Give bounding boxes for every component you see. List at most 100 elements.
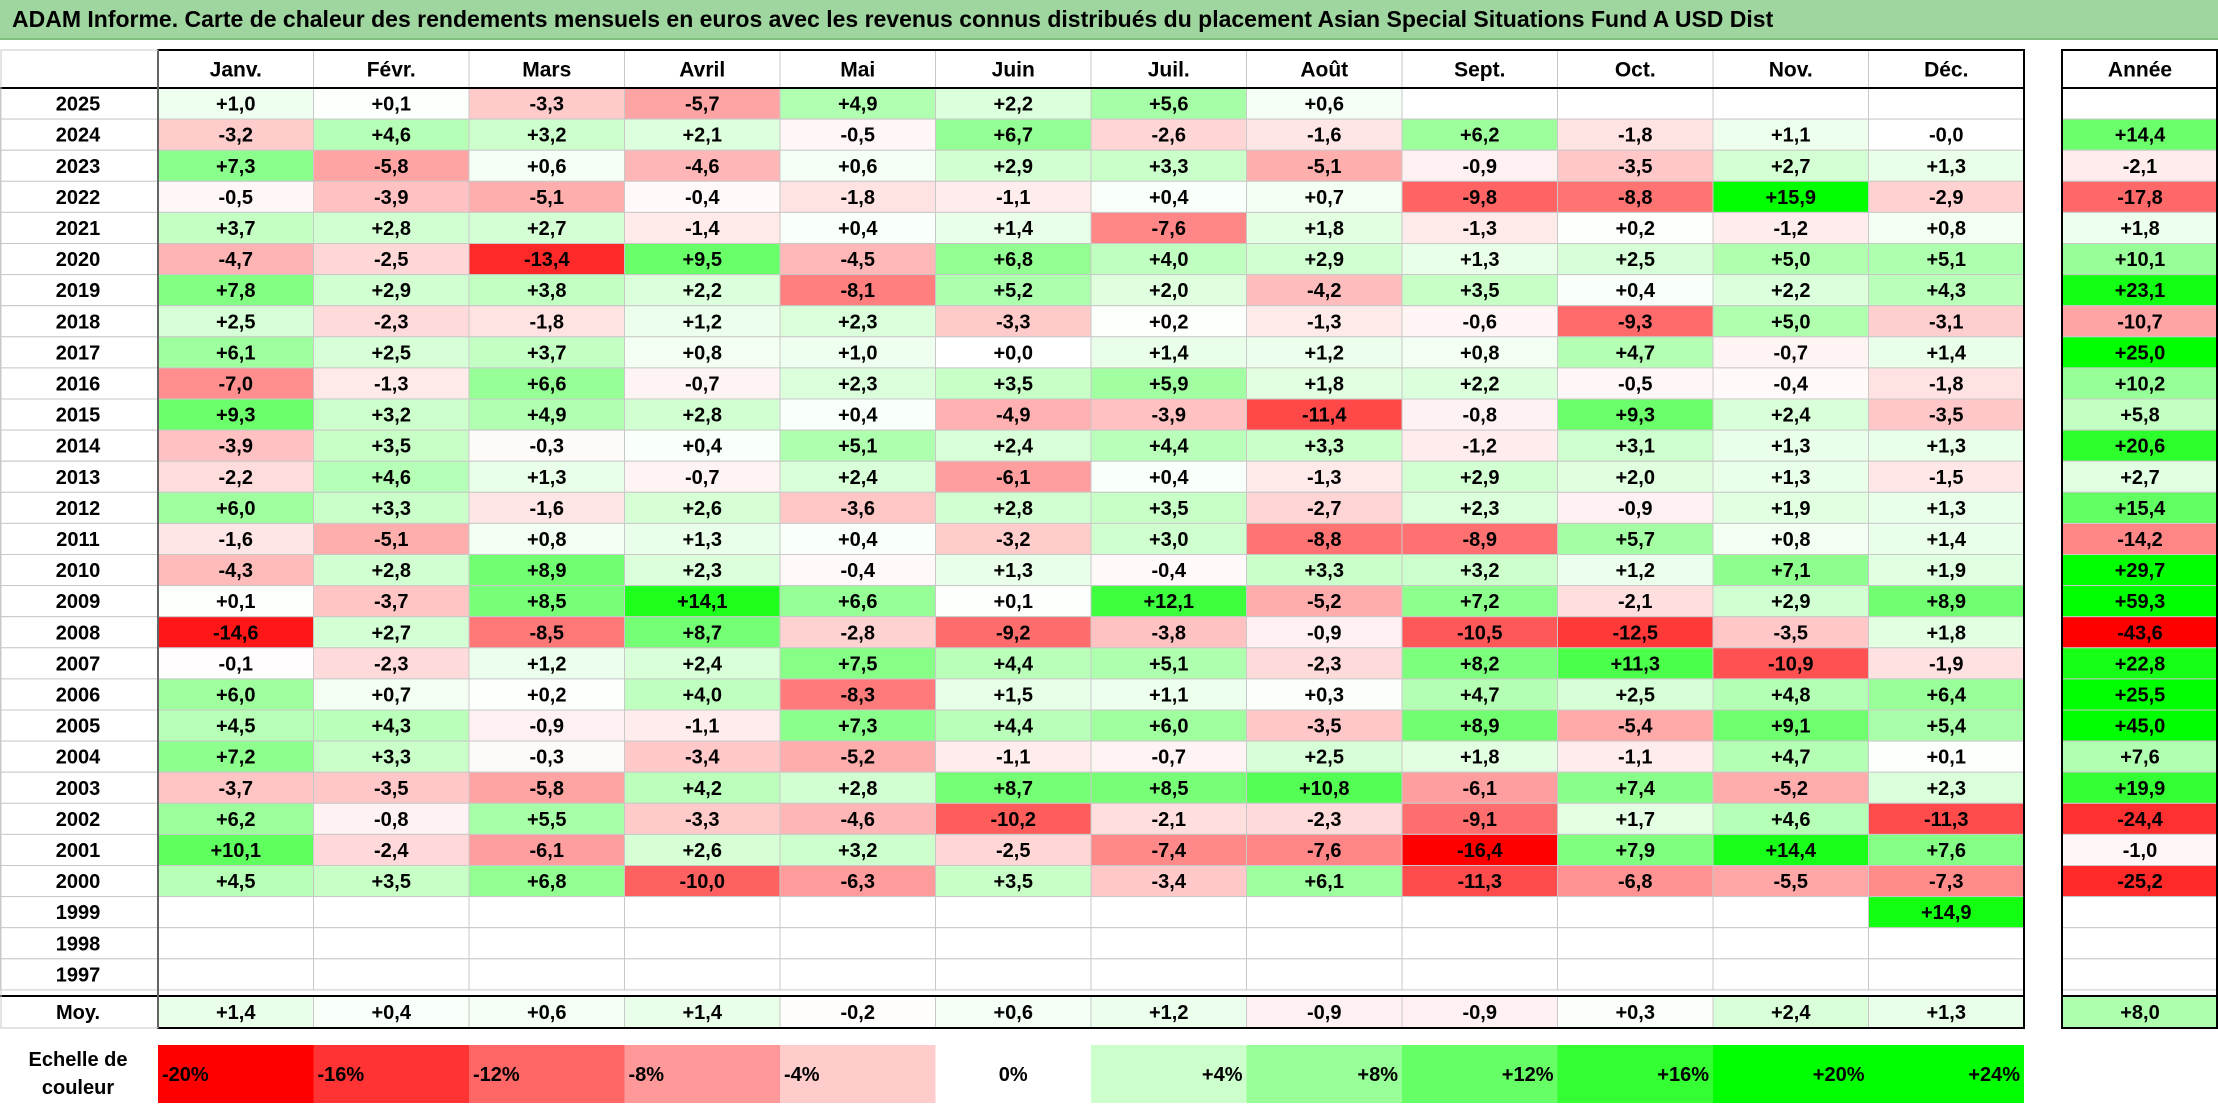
cell-value: -0,5 [1618, 373, 1652, 395]
heatmap-cell [624, 367, 781, 400]
heatmap-cell [1246, 958, 1403, 991]
cell-value: +5,7 [1616, 529, 1655, 551]
cell-value: -3,7 [374, 591, 408, 613]
year-label-cell [0, 585, 159, 618]
cell-value: +5,1 [1149, 653, 1188, 675]
heatmap-cell [935, 958, 1092, 991]
cell-value: +9,1 [1771, 716, 1810, 738]
cell-value: +0,2 [1149, 311, 1188, 333]
cell-value: +2,6 [683, 840, 722, 862]
scale-label-value: -16% [318, 1064, 365, 1086]
heatmap-cell [1712, 927, 1869, 960]
heatmap-cell [1090, 522, 1247, 556]
heatmap-cell [1868, 522, 2025, 556]
cell-value: -2,5 [996, 840, 1030, 862]
cell-value: +2,0 [1616, 467, 1655, 489]
heatmap-cell [1090, 305, 1247, 338]
heatmap-cell [1401, 336, 1558, 369]
month-header-label: Juin [992, 59, 1035, 82]
cell-value: -1,8 [1929, 373, 1963, 395]
heatmap-cell [313, 87, 470, 120]
year-label-cell [0, 274, 159, 307]
heatmap-cell [624, 460, 781, 493]
annual-value: -17,8 [2117, 187, 2163, 209]
cell-value: +0,7 [372, 684, 411, 706]
cell-value: +3,3 [372, 747, 411, 769]
cell-value: +3,8 [527, 280, 566, 302]
heatmap-cell [779, 274, 936, 307]
cell-value: +10,1 [210, 840, 261, 862]
cell-value: +2,8 [372, 560, 411, 582]
heatmap-cell [1868, 833, 2025, 867]
heatmap-cell [1712, 802, 1869, 835]
year-label-cell [0, 398, 159, 431]
heatmap-cell [1557, 740, 1714, 773]
cell-value: +14,9 [1921, 902, 1972, 924]
heatmap-cell [313, 927, 470, 960]
heatmap-cell [157, 367, 314, 400]
month-header-cell [935, 49, 1092, 89]
heatmap-cell [624, 585, 781, 618]
heatmap-cell [1246, 274, 1403, 307]
scale-swatch [1091, 1045, 1247, 1103]
heatmap-cell [468, 740, 625, 773]
heatmap-cell [779, 771, 936, 804]
cell-value: +14,1 [677, 591, 728, 613]
cell-value: +9,3 [216, 405, 255, 427]
heatmap-cell [1712, 305, 1869, 338]
cell-value: +8,5 [527, 591, 566, 613]
cell-value: +1,2 [1305, 342, 1344, 364]
cell-value: +2,3 [838, 311, 877, 333]
cell-value: -3,8 [1152, 622, 1186, 644]
year-label: 2003 [56, 778, 101, 800]
cell-value: +0,2 [527, 684, 566, 706]
cell-value: +4,3 [1927, 280, 1966, 302]
cell-value: +2,5 [216, 311, 255, 333]
heatmap-cell [157, 958, 314, 991]
annual-value: +25,5 [2115, 684, 2166, 706]
cell-value: -5,5 [1774, 871, 1808, 893]
cell-value: -2,5 [374, 249, 408, 271]
heatmap-cell [624, 211, 781, 244]
annual-cell [2061, 585, 2218, 618]
heatmap-cell [1401, 740, 1558, 773]
cell-value: +1,8 [1460, 747, 1499, 769]
year-label-cell [0, 367, 159, 400]
cell-value: -8,8 [1618, 187, 1652, 209]
cell-value: +1,2 [1616, 560, 1655, 582]
heatmap-cell [1868, 927, 2025, 960]
heatmap-cell [468, 833, 625, 867]
heatmap-cell [313, 274, 470, 307]
annual-cell [2061, 927, 2218, 960]
annual-cell [2061, 305, 2218, 338]
cell-value: -2,3 [374, 311, 408, 333]
cell-value: -1,6 [219, 529, 253, 551]
average-value: +0,3 [1616, 1002, 1655, 1024]
cell-value: +3,3 [1305, 560, 1344, 582]
cell-value: -0,8 [1463, 405, 1497, 427]
heatmap-cell [1868, 398, 2025, 431]
heatmap-cell [1557, 274, 1714, 307]
heatmap-cell [1712, 149, 1869, 182]
annual-value: -25,2 [2117, 871, 2163, 893]
heatmap-cell [1401, 87, 1558, 120]
heatmap-cell [468, 554, 625, 587]
scale-label-value: +4% [1202, 1064, 1243, 1086]
cell-value: +12,1 [1143, 591, 1194, 613]
heatmap-cell [468, 336, 625, 369]
cell-value: -2,8 [841, 622, 875, 644]
cell-value: +2,9 [1305, 249, 1344, 271]
heatmap-cell [157, 305, 314, 338]
scale-label-value: -4% [784, 1064, 820, 1086]
cell-value: -2,3 [374, 653, 408, 675]
heatmap-cell [1712, 585, 1869, 618]
annual-value: -2,1 [2123, 156, 2157, 178]
cell-value: +4,4 [994, 653, 1034, 675]
average-value: +1,3 [1927, 1002, 1966, 1024]
heatmap-cell [935, 243, 1092, 276]
cell-value: +4,0 [683, 684, 722, 706]
heatmap-cell [624, 616, 781, 649]
cell-value: -3,3 [996, 311, 1030, 333]
cell-value: -0,4 [1152, 560, 1187, 582]
month-header-cell [313, 49, 470, 89]
